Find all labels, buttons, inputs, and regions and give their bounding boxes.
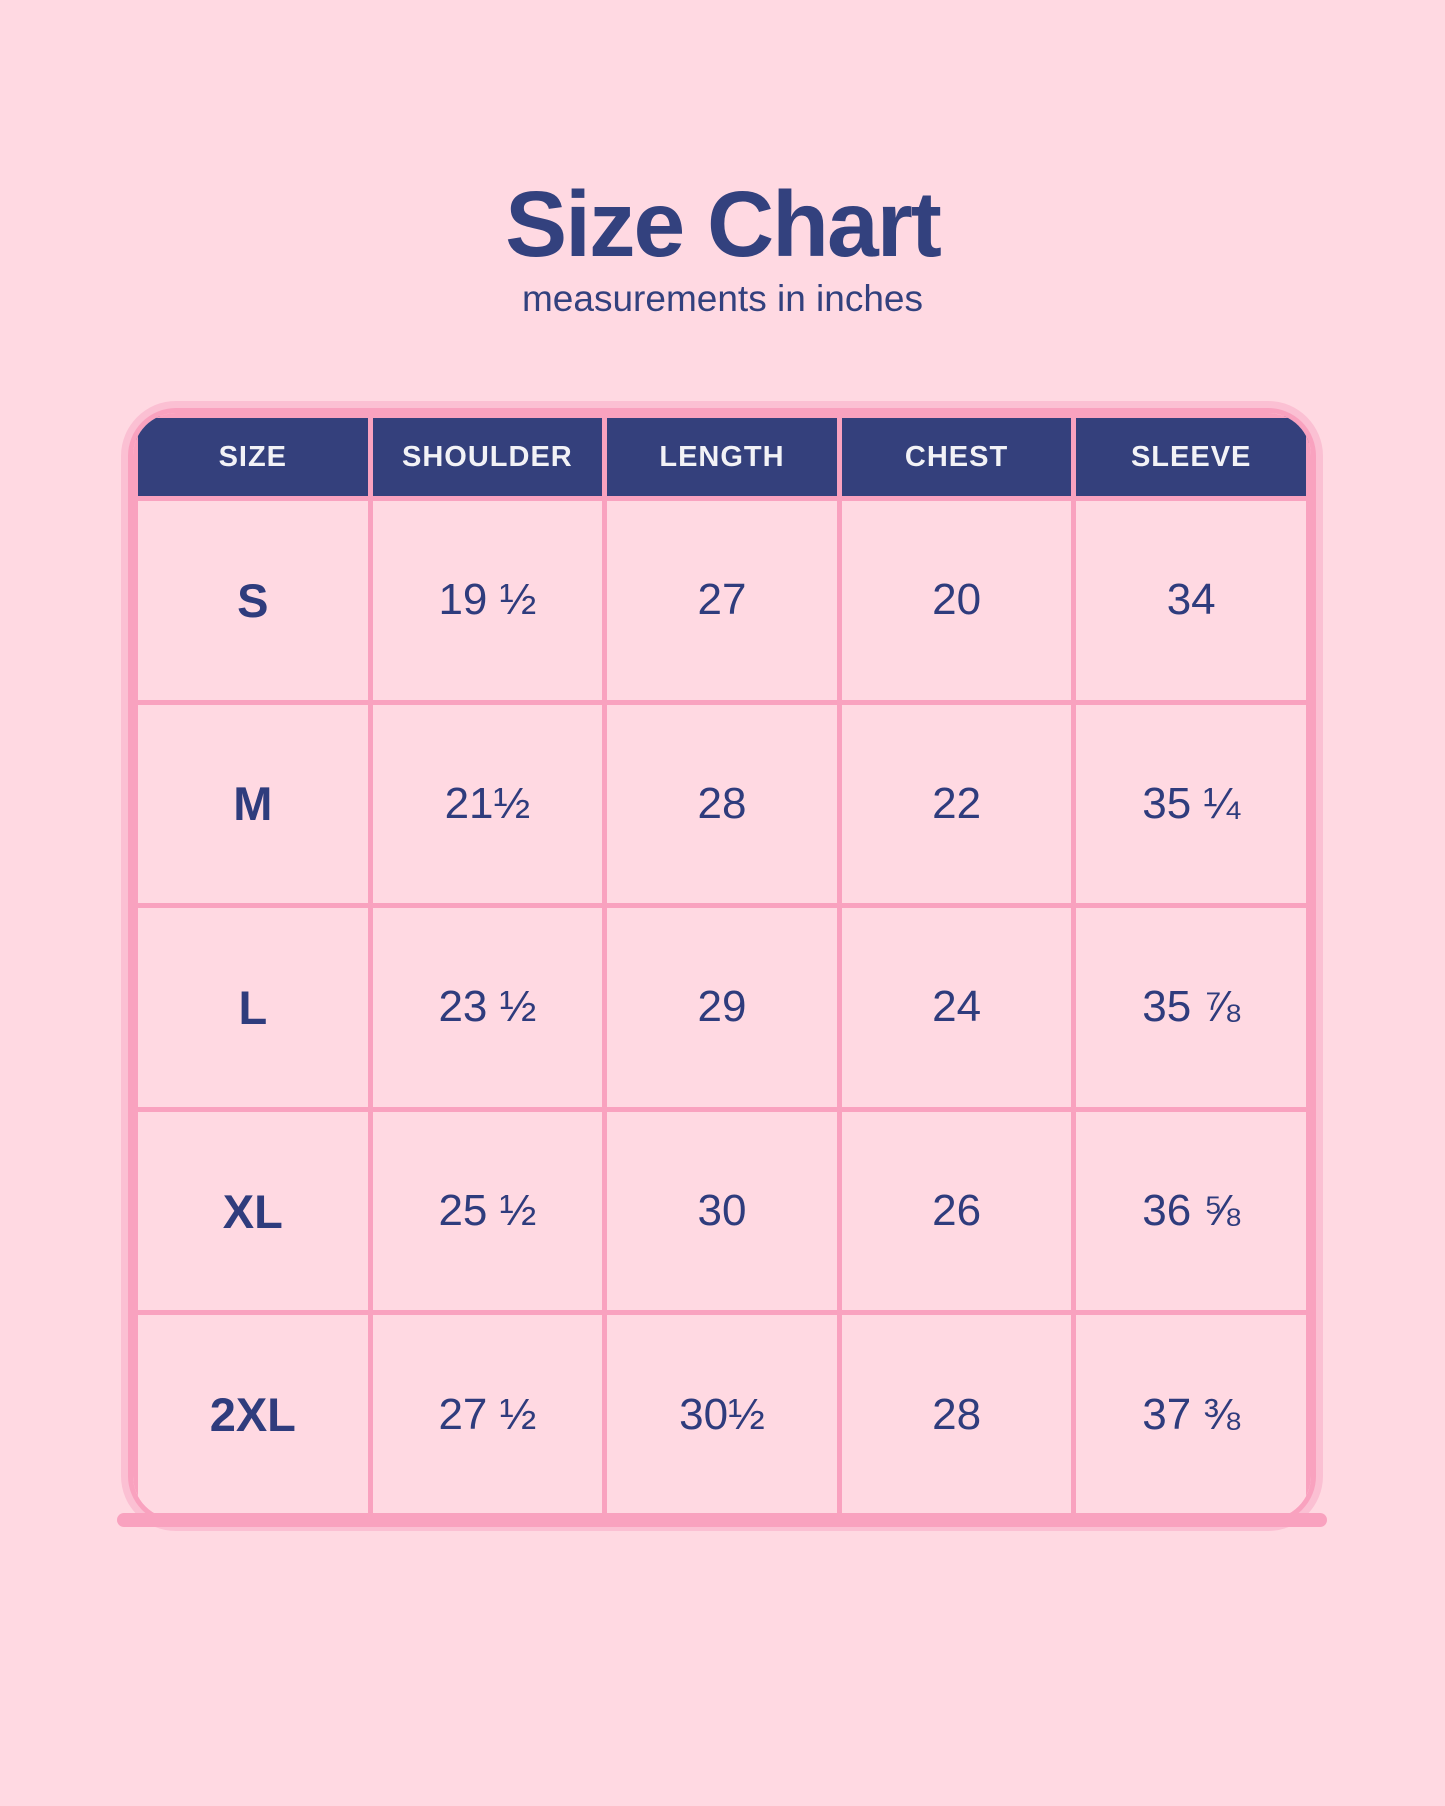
table-row-s: S 19 ½ 27 20 34	[133, 496, 1311, 705]
sleeve-value: 35 ⅞	[1071, 903, 1311, 1112]
sleeve-value: 36 ⅝	[1071, 1106, 1311, 1316]
shoulder-value: 27 ½	[367, 1310, 608, 1519]
table-bottom-bar	[117, 1513, 1327, 1527]
column-header-chest: CHEST	[836, 413, 1077, 501]
column-header-size: SIZE	[133, 413, 373, 501]
sleeve-value: 35 ¼	[1071, 699, 1311, 909]
sleeve-value: 34	[1071, 496, 1311, 705]
column-header-length: LENGTH	[602, 413, 842, 501]
size-label: L	[133, 903, 373, 1112]
length-value: 27	[602, 496, 842, 705]
table-header-row: SIZE SHOULDER LENGTH CHEST SLEEVE	[133, 413, 1311, 501]
chest-value: 24	[836, 903, 1077, 1112]
length-value: 30½	[602, 1310, 842, 1519]
chest-value: 28	[836, 1310, 1077, 1519]
shoulder-value: 25 ½	[367, 1106, 608, 1316]
shoulder-value: 21½	[367, 699, 608, 909]
size-label: M	[133, 699, 373, 909]
shoulder-value: 19 ½	[367, 496, 608, 705]
sleeve-value: 37 ⅜	[1071, 1310, 1311, 1519]
size-label: 2XL	[133, 1310, 373, 1519]
heading-block: Size Chart measurements in inches	[0, 178, 1445, 320]
chest-value: 22	[836, 699, 1077, 909]
table-row-m: M 21½ 28 22 35 ¼	[133, 699, 1311, 909]
length-value: 28	[602, 699, 842, 909]
size-label: S	[133, 496, 373, 705]
column-header-sleeve: SLEEVE	[1071, 413, 1311, 501]
page-subtitle: measurements in inches	[521, 278, 924, 319]
page-title: Size Chart	[505, 172, 942, 276]
table-row-2xl: 2XL 27 ½ 30½ 28 37 ⅜	[133, 1310, 1311, 1519]
length-value: 29	[602, 903, 842, 1112]
size-table: SIZE SHOULDER LENGTH CHEST SLEEVE S 19 ½…	[133, 413, 1311, 1519]
column-header-shoulder: SHOULDER	[367, 413, 608, 501]
length-value: 30	[602, 1106, 842, 1316]
shoulder-value: 23 ½	[367, 903, 608, 1112]
table-row-l: L 23 ½ 29 24 35 ⅞	[133, 903, 1311, 1112]
chest-value: 20	[836, 496, 1077, 705]
size-table-card: SIZE SHOULDER LENGTH CHEST SLEEVE S 19 ½…	[128, 408, 1316, 1524]
size-label: XL	[133, 1106, 373, 1316]
chest-value: 26	[836, 1106, 1077, 1316]
table-row-xl: XL 25 ½ 30 26 36 ⅝	[133, 1106, 1311, 1316]
